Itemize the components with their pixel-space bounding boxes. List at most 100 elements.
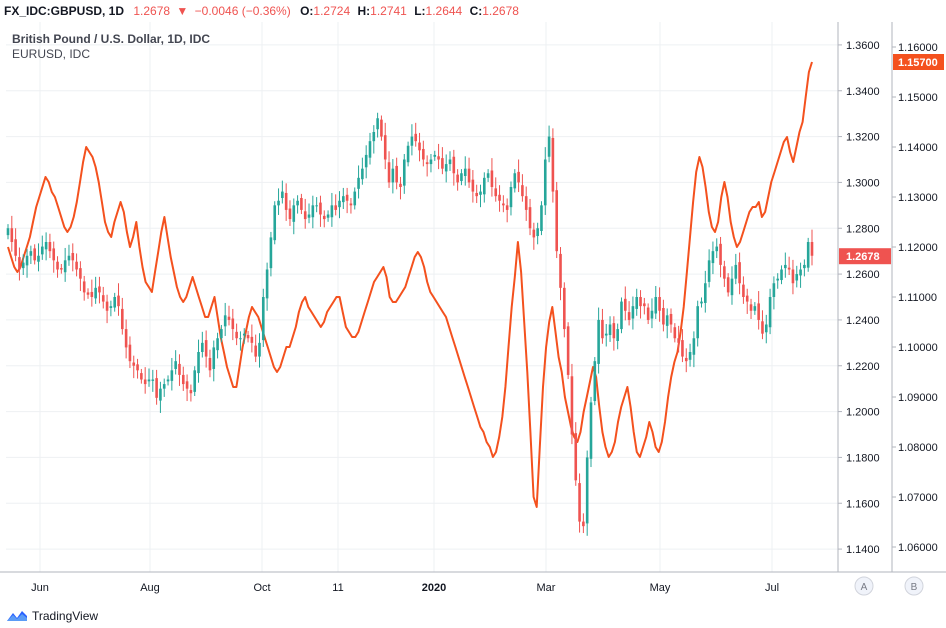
footer-brand[interactable]: TradingView — [6, 606, 98, 626]
candle-body — [593, 361, 597, 402]
candle — [456, 169, 459, 191]
candle — [704, 270, 707, 313]
candle-body — [82, 281, 86, 293]
y-left-tick-label: 1.3400 — [846, 86, 880, 98]
candle — [631, 296, 635, 330]
candle — [429, 154, 433, 173]
candle-body — [140, 373, 143, 380]
candle-body — [334, 205, 337, 210]
candle — [117, 283, 120, 316]
candle — [353, 187, 357, 210]
candle — [543, 147, 547, 215]
candle-body — [86, 292, 90, 295]
candle — [684, 348, 688, 373]
candle-body — [197, 352, 200, 374]
candle — [414, 122, 418, 147]
y-left-tick-label: 1.2800 — [846, 223, 880, 235]
y-left-tick-label: 1.2600 — [846, 269, 880, 281]
candle — [437, 143, 440, 170]
candle — [357, 165, 360, 199]
candle — [635, 288, 639, 316]
candle — [532, 222, 536, 250]
eurusd-series — [7, 61, 813, 508]
candle — [479, 184, 482, 208]
y-left-tick-label: 1.1400 — [846, 544, 880, 556]
candle — [646, 303, 650, 325]
candle — [654, 286, 658, 319]
candle-body — [376, 118, 379, 130]
candle-body — [711, 251, 715, 264]
candle — [288, 200, 292, 226]
candle — [616, 323, 619, 350]
candle — [441, 147, 444, 175]
candle-body — [456, 174, 459, 183]
candle-body — [719, 243, 722, 265]
axis-button-label: A — [861, 582, 868, 593]
candle-body — [380, 119, 383, 137]
candle-body — [425, 162, 429, 165]
axis-button-a[interactable]: A — [854, 576, 874, 596]
symbol-header: FX_IDC:GBPUSD, 1D 1.2678 ▼ −0.0046 (−0.3… — [0, 0, 946, 22]
candle-body — [437, 156, 440, 160]
candle-body — [60, 268, 63, 270]
candle — [726, 273, 730, 297]
candle — [113, 292, 116, 312]
candle — [410, 124, 414, 156]
candle-body — [479, 191, 482, 195]
candle — [574, 422, 578, 486]
candle-body — [673, 327, 677, 339]
candle-body — [410, 136, 414, 146]
candle-body — [692, 338, 696, 355]
candle-body — [681, 340, 684, 357]
candle-body — [490, 170, 494, 187]
candle — [147, 368, 151, 387]
candle-body — [635, 297, 639, 309]
candle — [300, 193, 303, 215]
candle — [643, 297, 646, 315]
candle — [582, 513, 585, 534]
candle-body — [193, 370, 197, 392]
candle — [563, 282, 566, 338]
candle — [204, 330, 208, 368]
candle — [18, 247, 21, 281]
candle-body — [330, 205, 334, 218]
y-right-tick-label: 1.13000 — [898, 192, 938, 204]
candle-body — [589, 402, 593, 459]
price-chart[interactable]: 1.3600 1.3400 1.3200 1.3000 1.2800 1.2600 1.24… — [0, 22, 946, 602]
y-left-tick-label: 1.1600 — [846, 498, 880, 510]
candle-body — [418, 142, 421, 151]
x-tick-label: Mar — [537, 582, 556, 594]
candle-body — [753, 306, 757, 311]
candle — [60, 264, 63, 274]
candle — [422, 140, 425, 167]
candle-body — [242, 333, 246, 336]
candle — [319, 195, 322, 227]
candle — [44, 232, 48, 261]
down-arrow-icon: ▼ — [176, 4, 189, 18]
symbol-name[interactable]: FX_IDC:GBPUSD, 1D — [4, 4, 125, 18]
candle — [216, 332, 219, 359]
candle-body — [250, 336, 254, 343]
candle — [155, 369, 158, 405]
candle — [475, 184, 478, 204]
candle — [292, 198, 296, 235]
candle — [780, 265, 783, 285]
candle-body — [414, 133, 418, 142]
axes: 1.3600 1.3400 1.3200 1.3000 1.2800 1.2600 1.24… — [0, 22, 946, 602]
candle — [665, 308, 669, 339]
candle-body — [288, 208, 292, 220]
candle — [121, 297, 124, 335]
y-left-tick-label: 1.3000 — [846, 177, 880, 189]
candle — [791, 259, 795, 295]
close-value: 1.2678 — [482, 4, 519, 18]
candle — [620, 297, 623, 334]
candle-body — [37, 255, 40, 262]
candle-body — [475, 192, 478, 197]
axis-button-b[interactable]: B — [904, 576, 924, 596]
candle — [63, 247, 67, 282]
candle — [33, 244, 36, 265]
candle — [395, 157, 398, 190]
candle — [742, 276, 745, 304]
candle — [109, 300, 113, 317]
y-left-tick-label: 1.2400 — [846, 315, 880, 327]
